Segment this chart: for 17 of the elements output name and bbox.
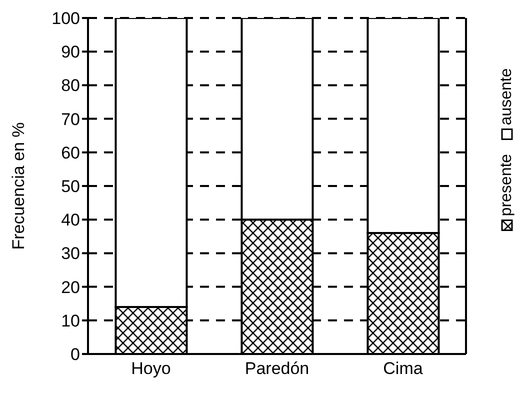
- y-tick-label: 60: [61, 143, 80, 162]
- y-tick-label: 70: [61, 110, 80, 129]
- y-tick-label: 50: [61, 177, 80, 196]
- text: ausente: [498, 68, 516, 125]
- y-tick-label: 20: [61, 278, 80, 297]
- y-axis-title: Frecuencia en %: [9, 122, 28, 250]
- x-tick-label: Paredón: [244, 359, 310, 378]
- y-tick-label: 80: [61, 76, 80, 96]
- y-tick-label: 90: [61, 42, 80, 62]
- y-tick-label: 30: [61, 244, 80, 264]
- y-tick-label: 0: [70, 345, 80, 364]
- x-tick-label: Hoyo: [131, 359, 171, 378]
- x-tick-label: Cima: [383, 359, 424, 378]
- y-tick-label: 10: [61, 311, 80, 330]
- y-tick-label: 100: [52, 9, 80, 28]
- y-tick-label: 40: [61, 210, 80, 230]
- text: presente: [498, 154, 516, 216]
